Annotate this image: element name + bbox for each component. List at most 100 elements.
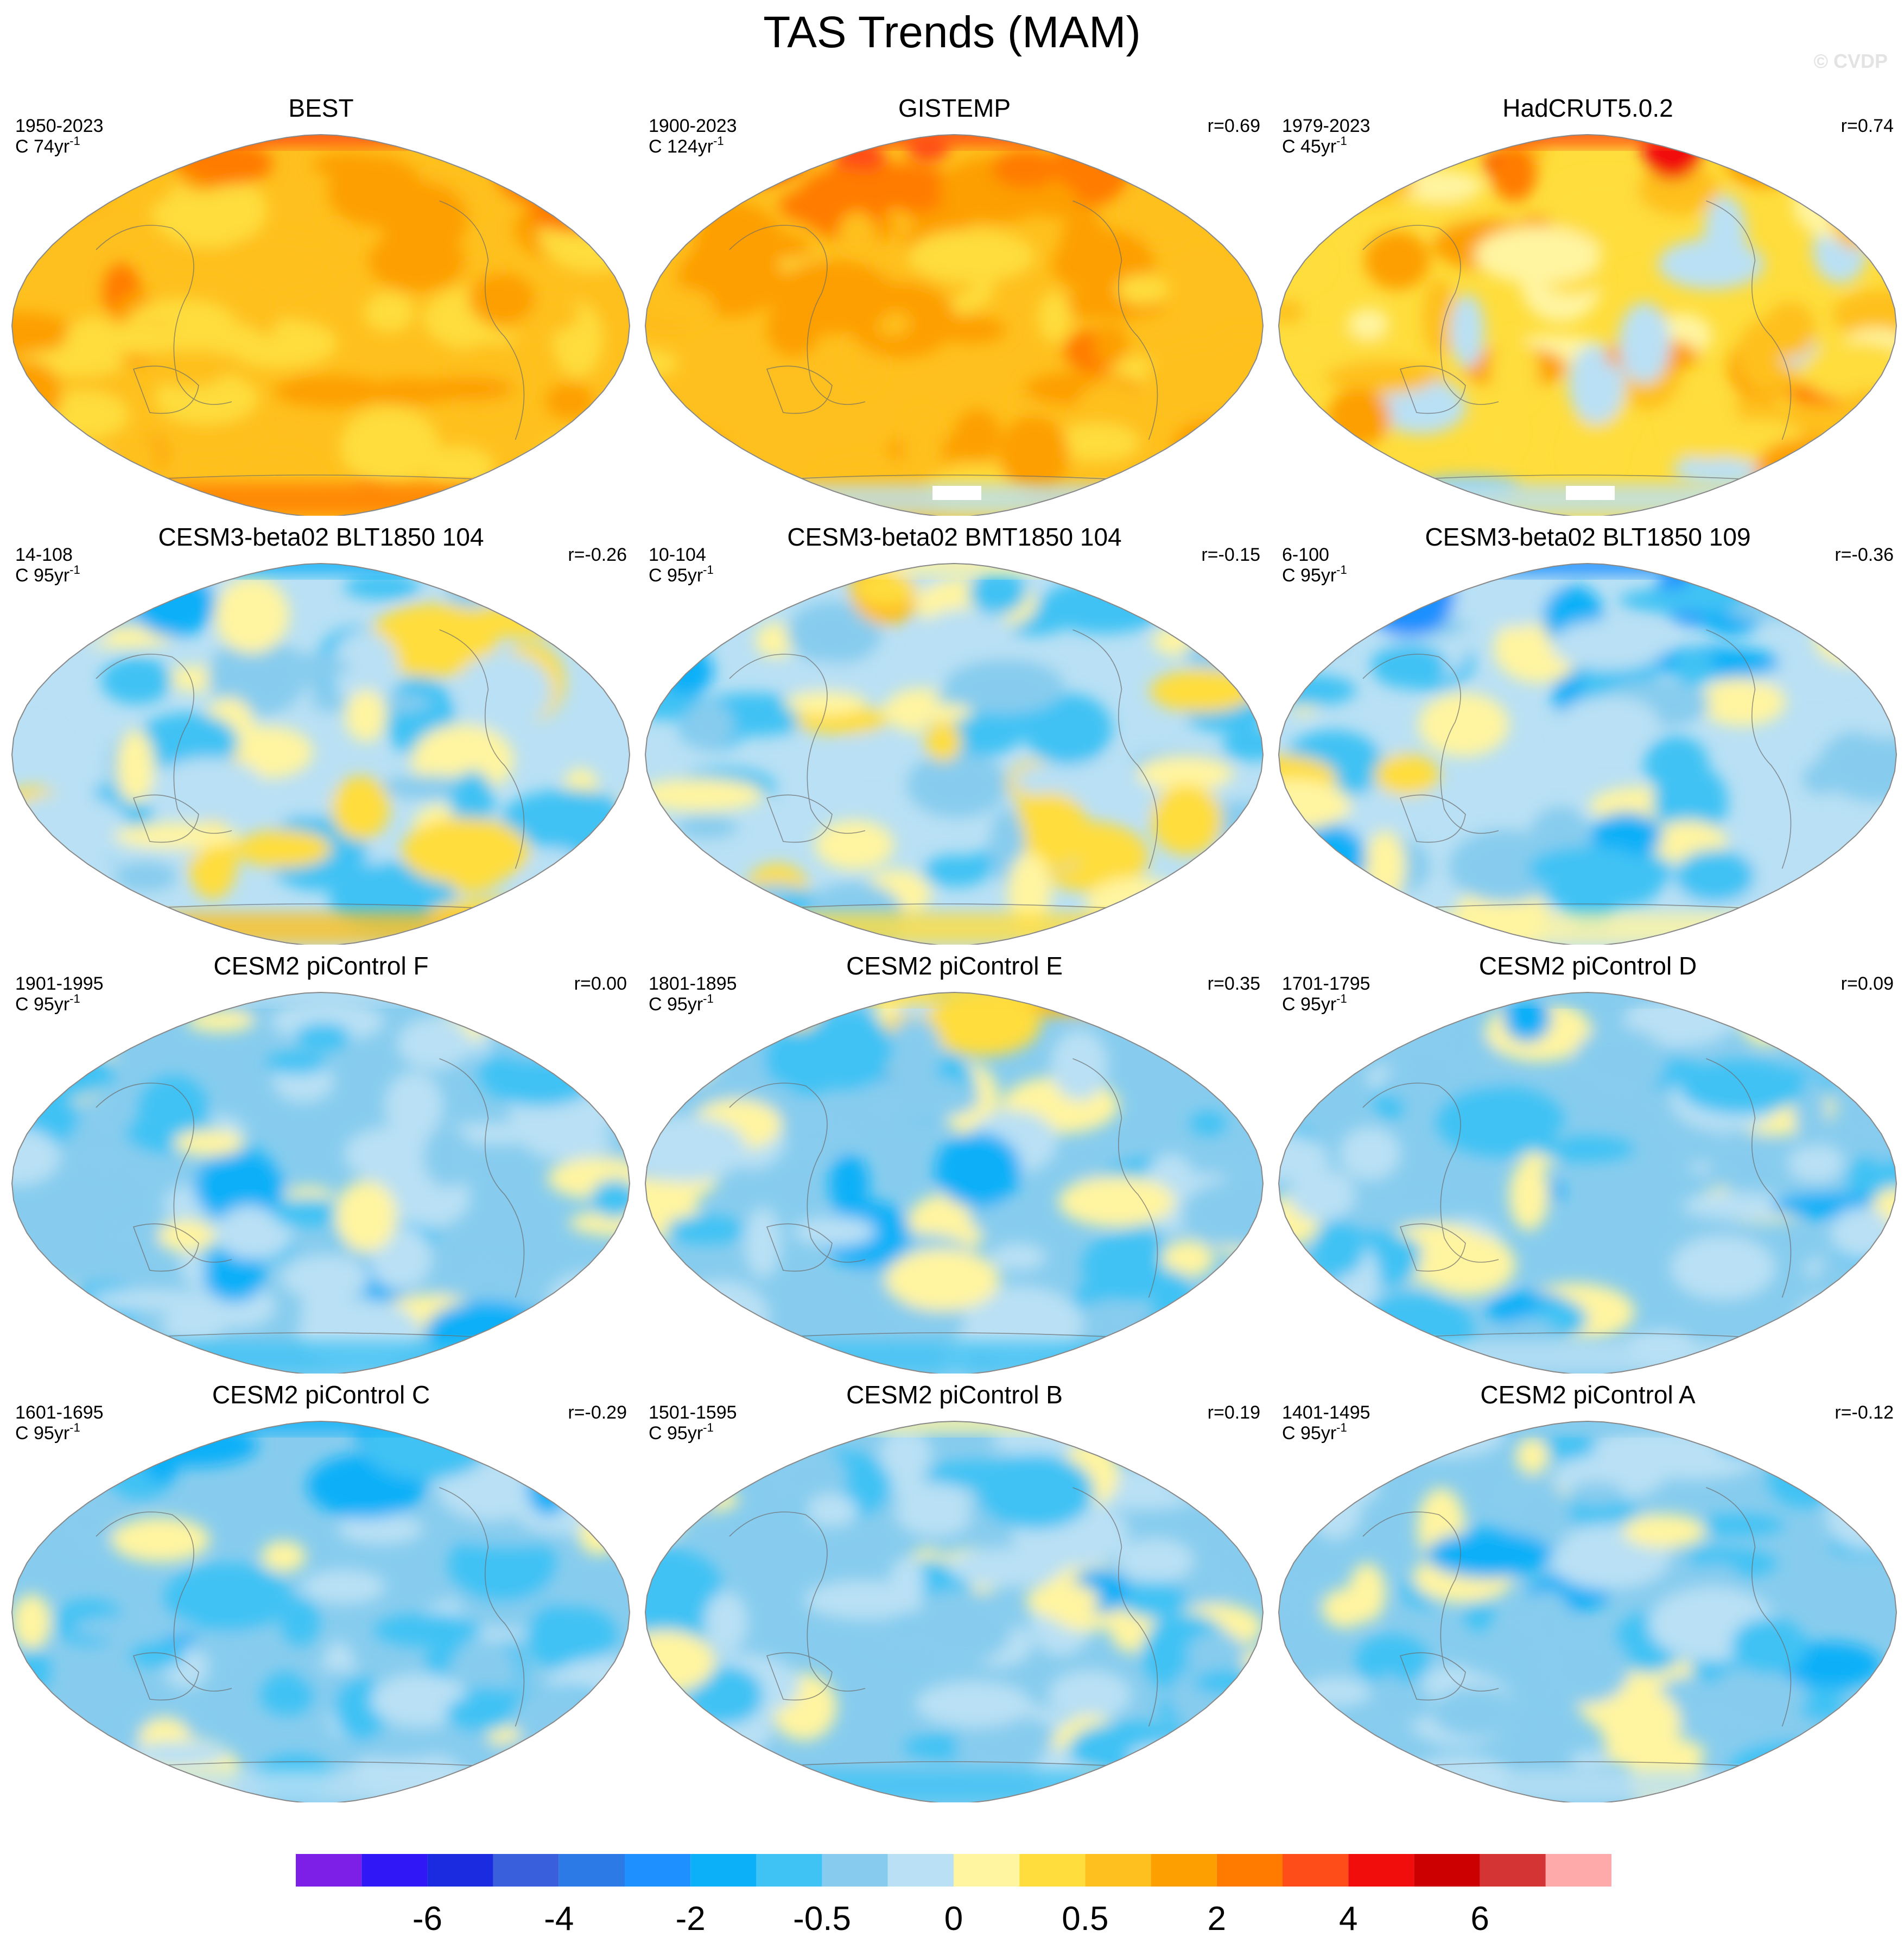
trend-anomaly-blob: [744, 1206, 782, 1279]
trend-anomaly-blob: [1674, 650, 1715, 686]
trend-map: [11, 1420, 631, 1802]
trend-anomaly-blob: [130, 1642, 186, 1668]
map-panel: HadCRUT5.0.2 1979-2023 C 45yr-1 r=0.74: [1271, 92, 1904, 521]
trend-anomaly-blob: [1418, 692, 1509, 757]
trend-anomaly-blob: [1836, 581, 1896, 603]
trend-anomaly-blob: [1724, 593, 1804, 621]
trend-anomaly-blob: [1348, 308, 1389, 339]
trend-anomaly-blob: [331, 630, 398, 708]
trend-anomaly-blob: [335, 1180, 397, 1252]
coastline-australia: [1399, 1652, 1466, 1701]
panel-title: CESM2 piControl B: [846, 1381, 1063, 1409]
trend-anomaly-blob: [675, 1324, 739, 1370]
trend-anomaly-blob: [527, 1459, 569, 1516]
coastline-australia: [132, 1223, 199, 1272]
coastline-asia: [1362, 225, 1499, 405]
trend-anomaly-blob: [1386, 1421, 1431, 1474]
trend-anomaly-blob: [568, 1209, 630, 1237]
colorbar-box: [1283, 1854, 1349, 1887]
trend-anomaly-blob: [1619, 302, 1671, 383]
coastline-americas: [1072, 1487, 1158, 1727]
trend-anomaly-blob: [1573, 1027, 1666, 1096]
trend-anomaly-blob: [1698, 678, 1786, 726]
trend-anomaly-blob: [1762, 139, 1887, 183]
trend-anomaly-blob: [195, 325, 265, 354]
panel-title: CESM2 piControl D: [1478, 952, 1697, 980]
map-outline: [1278, 134, 1897, 516]
coastline-americas: [439, 1487, 525, 1727]
trend-anomaly-blob: [384, 1072, 443, 1141]
trend-anomaly-blob: [1679, 1060, 1805, 1115]
trend-anomaly-blob: [645, 1296, 714, 1374]
colorbar-box: [756, 1854, 822, 1887]
trend-anomaly-blob: [1795, 1296, 1843, 1344]
trend-anomaly-blob: [12, 1281, 77, 1310]
map-panel: CESM2 piControl B 1501-1595 C 95yr-1 r=0.19: [638, 1379, 1271, 1808]
trend-anomaly-blob: [1592, 1428, 1722, 1468]
panel-units: C 95yr-1: [1282, 1421, 1347, 1444]
trend-anomaly-blob: [838, 211, 876, 254]
colorbar-tick-label: 4: [1339, 1900, 1357, 1938]
trend-anomaly-blob: [936, 316, 1006, 344]
panel-period: 10-104: [649, 545, 706, 565]
trend-anomaly-blob: [969, 570, 1026, 615]
trend-anomaly-blob: [117, 730, 155, 804]
map-panel: CESM2 piControl E 1801-1895 C 95yr-1 r=0.35: [638, 950, 1271, 1379]
trend-anomaly-blob: [1061, 210, 1107, 275]
trend-anomaly-blob: [1328, 360, 1436, 394]
trend-anomaly-blob: [1279, 155, 1358, 182]
trend-anomaly-blob: [492, 135, 585, 205]
antarctic-band: [12, 1770, 630, 1802]
trend-anomaly-blob: [855, 571, 917, 605]
panel-units: C 95yr-1: [15, 992, 80, 1015]
trend-anomaly-blob: [364, 292, 415, 332]
trend-anomaly-blob: [339, 407, 440, 486]
trend-anomaly-blob: [1568, 1481, 1624, 1507]
trend-anomaly-blob: [163, 1562, 291, 1632]
trend-anomaly-blob: [89, 1289, 211, 1312]
trend-anomaly-blob: [672, 1280, 770, 1355]
trend-anomaly-blob: [526, 1604, 585, 1668]
trend-anomaly-blob: [645, 849, 676, 879]
antarctic-band: [1279, 1341, 1896, 1374]
trend-anomaly-blob: [689, 1666, 763, 1725]
panel-period: 1901-1995: [15, 973, 104, 994]
arctic-band: [12, 564, 630, 575]
panel-period: 1401-1495: [1282, 1402, 1370, 1423]
trend-anomaly-blob: [732, 564, 794, 615]
trend-anomaly-blob: [468, 273, 535, 325]
trend-anomaly-blob: [1670, 1235, 1776, 1301]
trend-anomaly-blob: [1279, 1300, 1312, 1361]
coastline-asia: [96, 1511, 232, 1692]
trend-anomaly-blob: [1675, 850, 1755, 902]
trend-map: [11, 562, 631, 945]
trend-anomaly-blob: [908, 230, 1035, 282]
coastline-asia: [729, 654, 866, 834]
trend-anomaly-blob: [1638, 163, 1719, 216]
trend-anomaly-blob: [804, 1009, 893, 1090]
trend-anomaly-blob: [1590, 812, 1662, 859]
map-outline: [644, 991, 1264, 1374]
trend-anomaly-blob: [371, 1673, 468, 1727]
trend-anomaly-blob: [602, 566, 630, 632]
trend-anomaly-blob: [1792, 889, 1889, 945]
trend-anomaly-blob: [1165, 1442, 1240, 1498]
missing-data-patch: [932, 486, 981, 500]
trend-anomaly-blob: [1159, 1300, 1200, 1358]
colorbar-box: [690, 1854, 757, 1887]
trend-anomaly-blob: [1832, 1027, 1896, 1099]
trend-anomaly-blob: [1308, 1464, 1363, 1540]
trend-anomaly-blob: [1800, 581, 1896, 638]
trend-anomaly-blob: [1218, 564, 1263, 621]
trend-anomaly-blob: [803, 1580, 924, 1620]
panel-title: GISTEMP: [898, 94, 1011, 122]
panel-period: 1979-2023: [1282, 116, 1370, 136]
trend-anomaly-blob: [1038, 292, 1071, 343]
trend-anomaly-blob: [261, 1541, 306, 1572]
trend-anomaly-blob: [583, 1724, 630, 1800]
colorbar-box: [1480, 1854, 1546, 1887]
map-panel: CESM3-beta02 BMT1850 104 10-104 C 95yr-1 r=…: [638, 521, 1271, 950]
coastline-australia: [766, 1223, 833, 1272]
trend-anomaly-blob: [1724, 135, 1801, 187]
trend-anomaly-blob: [1795, 1421, 1896, 1486]
